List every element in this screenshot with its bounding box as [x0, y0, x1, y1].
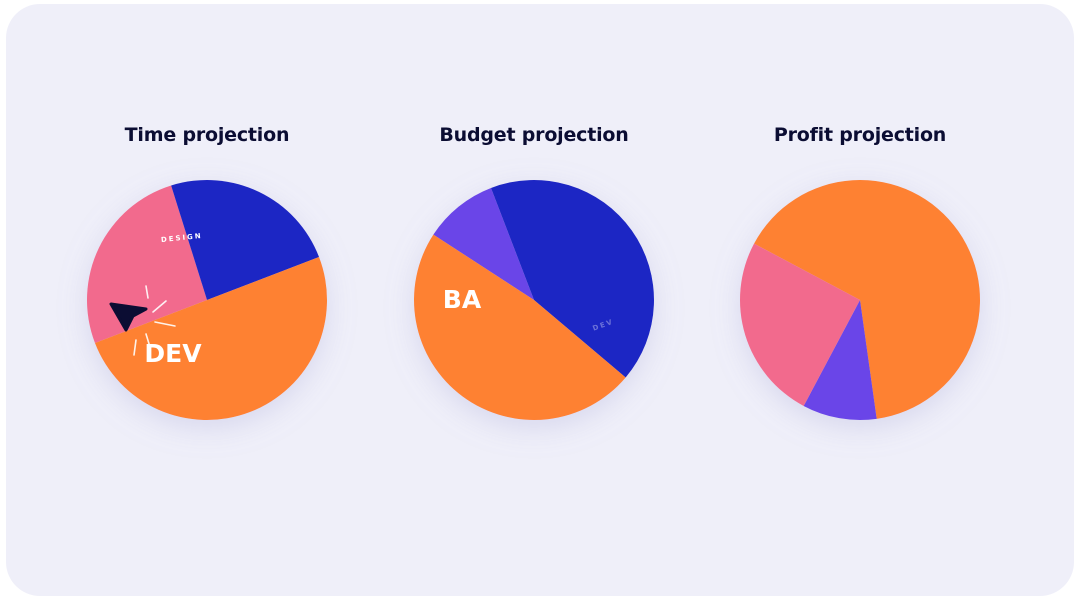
budget-pie-slice-2 [413, 234, 626, 421]
time-projection-title: Time projection [124, 124, 290, 146]
budget-pie-slice-1 [490, 180, 654, 378]
profit-pie-slice-1 [803, 300, 877, 420]
pie-label-ba: BA [443, 285, 482, 314]
budget-projection-title: Budget projection [439, 124, 629, 146]
cursor-icon [109, 302, 148, 332]
pie-label-dev: DEV [144, 339, 202, 368]
click-burst-icon [133, 285, 176, 356]
profit-pie-slice-2 [739, 243, 860, 406]
time-pie-slice-1 [171, 179, 320, 300]
time-pie-slice-2 [94, 256, 327, 421]
profit-pie-slice-0 [754, 180, 980, 419]
budget-pie-slice-0 [433, 187, 534, 300]
profit-pie [739, 180, 980, 420]
profit-projection-title: Profit projection [773, 124, 947, 146]
budget-pie [413, 180, 654, 421]
time-pie [87, 179, 327, 421]
